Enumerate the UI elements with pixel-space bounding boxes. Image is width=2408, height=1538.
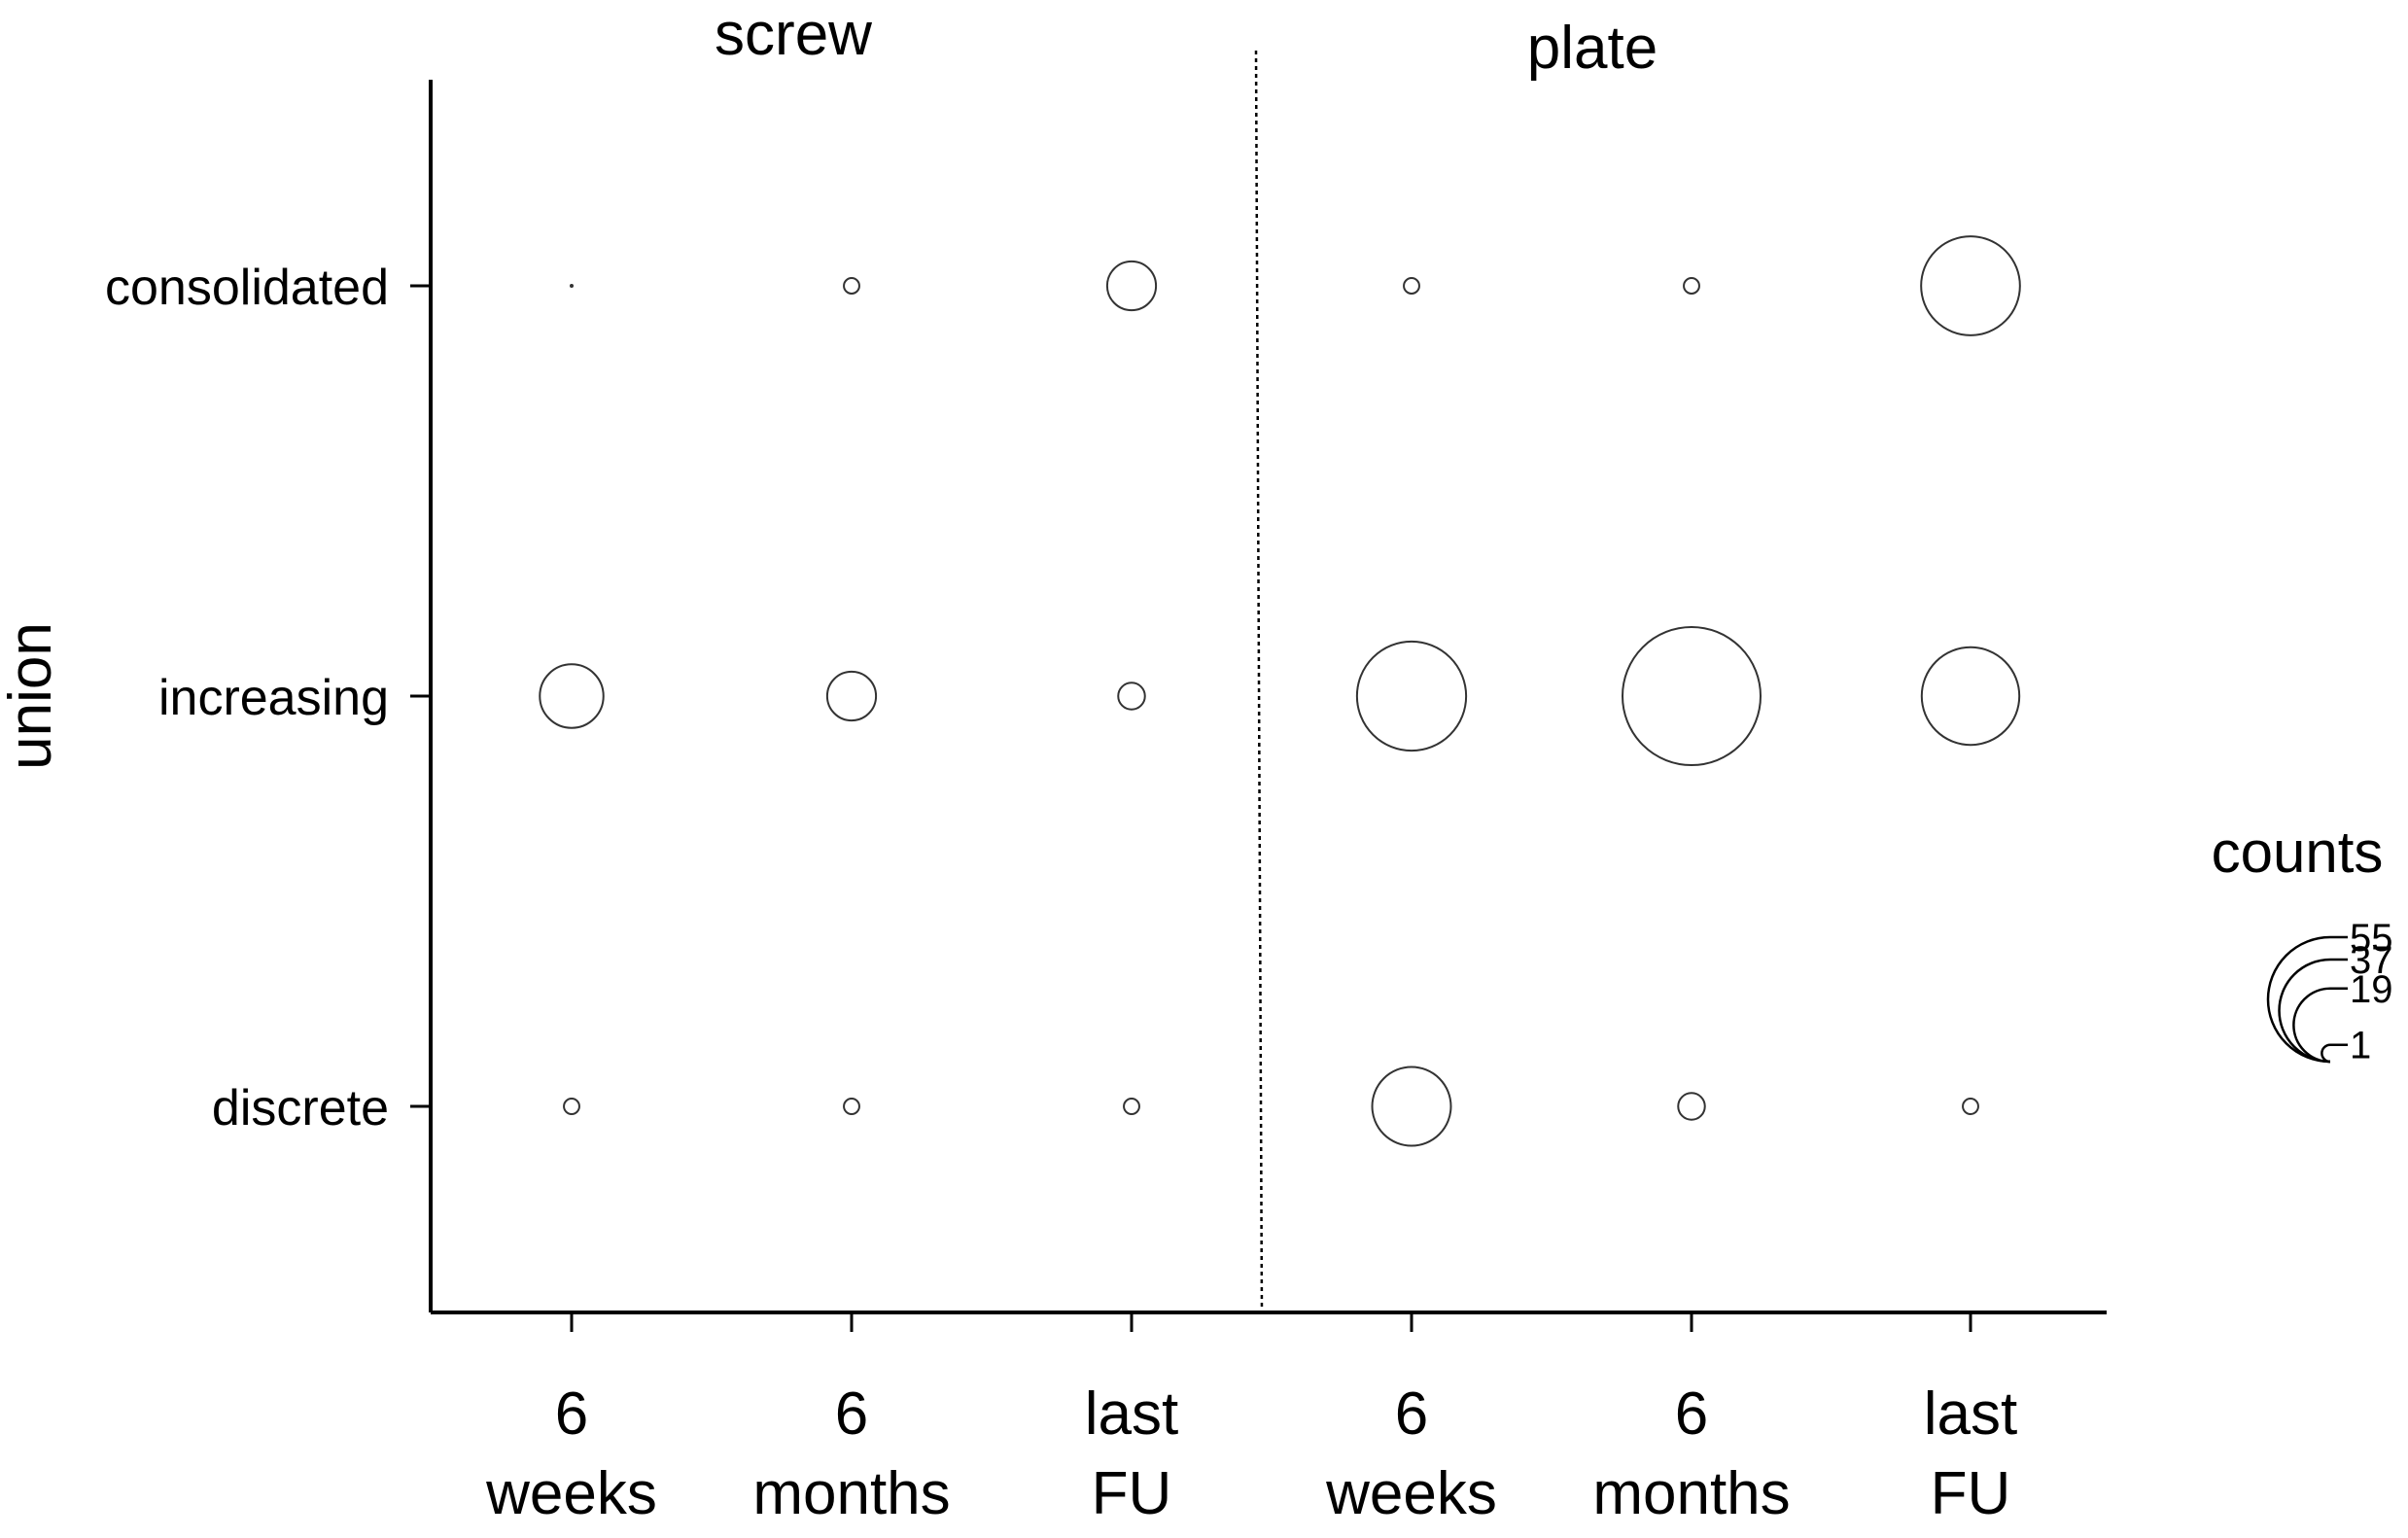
bubble-point: [843, 1098, 860, 1115]
x-tick-label: 6 weeks: [485, 1381, 657, 1527]
bubble-layer: [539, 235, 2021, 1147]
bubble-point: [843, 277, 860, 295]
legend-value-label: 37: [2350, 939, 2393, 982]
legend-circle: [2321, 1043, 2331, 1064]
x-tick-label: last FU: [1085, 1381, 1178, 1527]
panel-title-plate: plate: [1527, 15, 1658, 82]
bubble-point: [1117, 682, 1146, 711]
bubble-point: [570, 284, 574, 288]
bubble-point: [1105, 260, 1158, 312]
bubble-point: [1355, 640, 1468, 752]
y-tick-label: discrete: [212, 1080, 389, 1136]
legend-title: counts: [2212, 820, 2384, 885]
legend-value-label: 1: [2350, 1025, 2371, 1067]
x-tick-label: 6 weeks: [1325, 1381, 1497, 1527]
y-axis: consolidated increasing discrete: [105, 260, 431, 1136]
y-tick-label: increasing: [158, 670, 389, 726]
bubble-point: [563, 1098, 580, 1115]
bubble-point: [1371, 1066, 1452, 1147]
y-tick-label: consolidated: [105, 260, 389, 316]
legend-value-label: 55: [2350, 917, 2393, 960]
panel-divider: [1254, 50, 1264, 1313]
panel-title-screw: screw: [715, 1, 872, 68]
bubble-point: [539, 663, 605, 729]
bubble-point: [825, 670, 878, 722]
legend-circle: [2292, 987, 2331, 1064]
legend-circle: [2278, 958, 2331, 1064]
bubble-point: [1962, 1098, 1979, 1115]
x-tick-label: last FU: [1924, 1381, 2017, 1527]
bubble-point: [1403, 277, 1420, 295]
bubble-point: [1123, 1098, 1140, 1115]
legend-value-label: 19: [2350, 968, 2393, 1011]
bubble-point: [1920, 235, 2021, 336]
x-tick-label: 6 months: [752, 1381, 950, 1527]
x-axis: 6 weeks 6 months last FU 6 weeks 6 months last FU: [485, 1312, 2017, 1527]
bubble-point: [1920, 646, 2021, 747]
bubble-point: [1622, 626, 1762, 766]
x-tick-label: 6 months: [1592, 1381, 1790, 1527]
y-axis-label: union: [0, 622, 64, 770]
bubble-point: [1677, 1092, 1706, 1121]
bubble-point: [1683, 277, 1700, 295]
